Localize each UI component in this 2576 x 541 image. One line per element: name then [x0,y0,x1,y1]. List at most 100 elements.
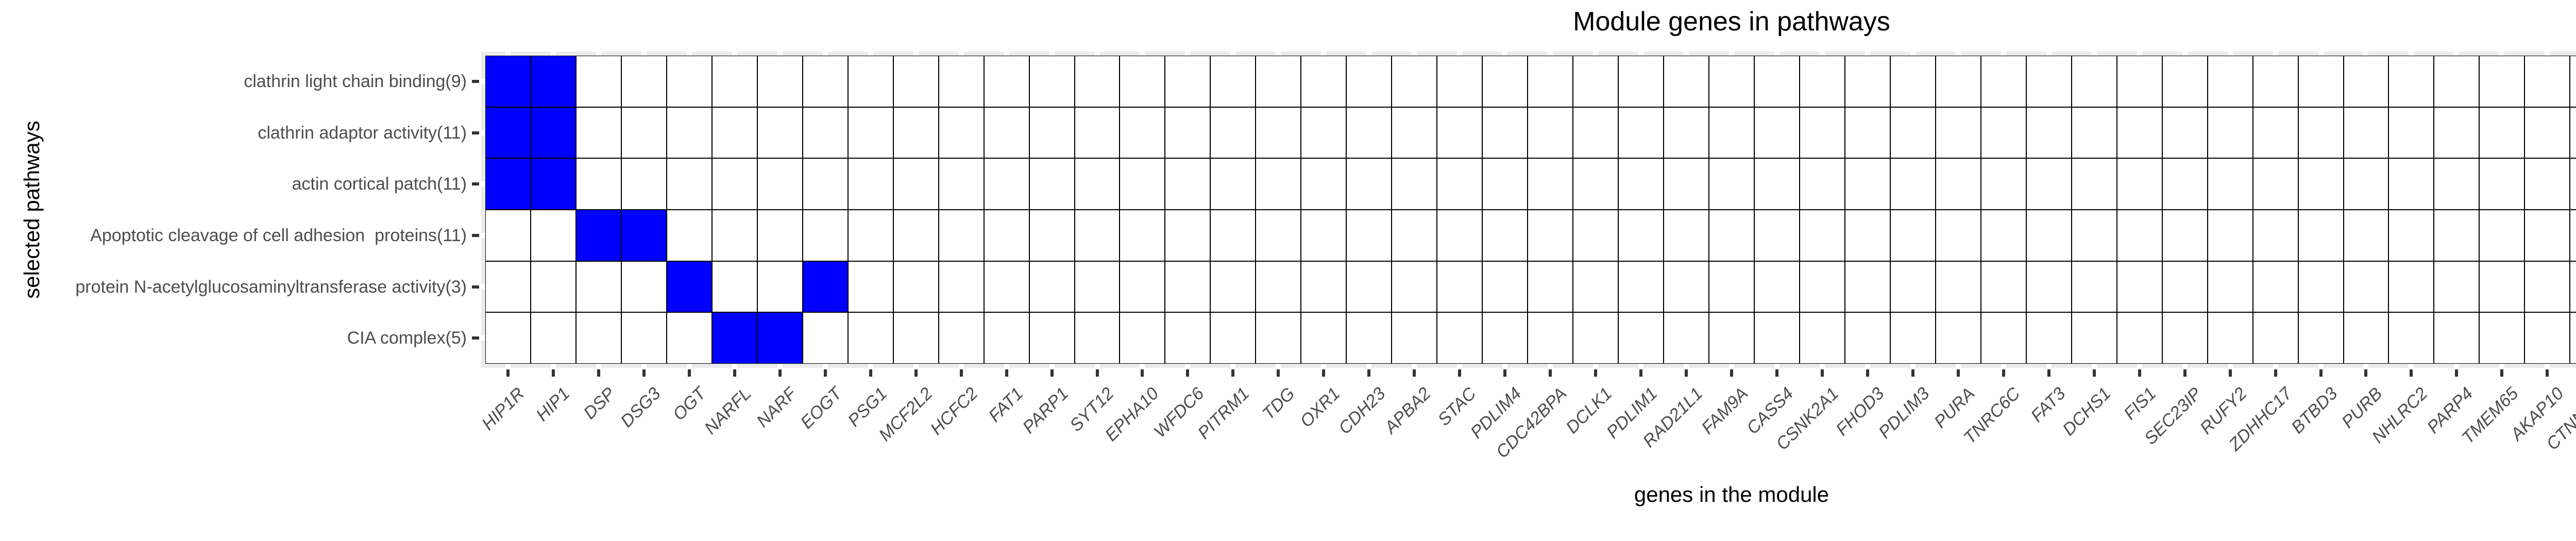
heatmap-cell [1165,158,1211,210]
heatmap-cell [1029,209,1075,261]
heatmap-cell [1120,107,1165,159]
heatmap-cell [938,312,984,364]
heatmap-cell [2388,312,2434,364]
x-tick-mark [2319,369,2323,377]
x-tick-mark [1549,369,1552,377]
heatmap-cell [1573,107,1619,159]
heatmap-cell [1165,107,1211,159]
heatmap-cell [1392,107,1437,159]
heatmap-cell [1301,158,1347,210]
heatmap-cell [1029,312,1075,364]
heatmap-cell [1482,261,1528,313]
heatmap-cell [1935,312,1981,364]
heatmap-cell [1664,209,1709,261]
heatmap-cell [621,209,667,261]
heatmap-cell [621,261,667,313]
heatmap-cell [2071,107,2117,159]
x-tick-mark [2047,369,2050,377]
y-axis-title: selected pathways [20,121,44,299]
heatmap-cell [2524,107,2570,159]
heatmap-cell [2388,56,2434,107]
heatmap-cell [2479,56,2525,107]
heatmap-cell [2570,56,2576,107]
heatmap-cell [2026,312,2072,364]
plot-title: Module genes in pathways [1573,7,1890,37]
heatmap-cell [666,261,712,313]
heatmap-cell [666,158,712,210]
heatmap-cell [893,56,939,107]
heatmap-cell [2570,261,2576,313]
y-axis-label-pathway: clathrin adaptor activity(11) [258,123,467,143]
heatmap-cell [485,312,531,364]
x-tick-mark [1639,369,1643,377]
heatmap-cell [1844,56,1890,107]
heatmap-cell [1573,209,1619,261]
heatmap-cell [2071,158,2117,210]
heatmap-cell [1844,261,1890,313]
heatmap-cell [984,158,1029,210]
heatmap-cell [1346,107,1392,159]
heatmap-cell [2524,158,2570,210]
y-tick-mark [472,285,479,289]
x-tick-mark [778,369,782,377]
heatmap-cell [2252,312,2298,364]
heatmap-cell [1890,312,1936,364]
heatmap-cell [2388,107,2434,159]
heatmap-cell [1799,312,1845,364]
heatmap-cell [2207,261,2253,313]
heatmap-cell [2116,56,2162,107]
heatmap-cell [2434,56,2480,107]
heatmap-cell [2162,261,2208,313]
heatmap-cell [1890,56,1936,107]
heatmap-cell [1754,158,1800,210]
heatmap-cell [2207,56,2253,107]
x-tick-mark [733,369,736,377]
heatmap-cell [1482,312,1528,364]
heatmap-cell [2026,56,2072,107]
heatmap-cell [530,158,576,210]
heatmap-cell [2298,261,2344,313]
x-tick-mark [2092,369,2096,377]
heatmap-cell [1935,158,1981,210]
heatmap-cell [2570,158,2576,210]
heatmap-cell [1165,312,1211,364]
heatmap-cell [2298,107,2344,159]
heatmap-cell [984,261,1029,313]
heatmap-cell [2207,312,2253,364]
x-tick-mark [1050,369,1054,377]
heatmap-cell [666,56,712,107]
x-tick-mark [1594,369,1598,377]
heatmap-cell [2298,312,2344,364]
heatmap-cell [1437,261,1483,313]
heatmap-cell [802,56,848,107]
heatmap-cell [2570,209,2576,261]
y-axis-label-pathway: actin cortical patch(11) [292,174,467,194]
heatmap-cell [938,158,984,210]
x-tick-mark [2183,369,2187,377]
heatmap-cell [575,209,621,261]
heatmap-cell [2479,158,2525,210]
heatmap-cell [1256,107,1301,159]
heatmap-cell [1074,158,1120,210]
heatmap-cell [2252,261,2298,313]
heatmap-cell [757,107,803,159]
heatmap-cell [1935,56,1981,107]
heatmap-cell [984,209,1029,261]
heatmap-cell [2162,209,2208,261]
heatmap-cell [1120,261,1165,313]
heatmap-cell [1709,158,1754,210]
heatmap-cell [1482,158,1528,210]
heatmap-cell [1482,209,1528,261]
x-tick-mark [1186,369,1190,377]
heatmap-cell [938,56,984,107]
heatmap-cell [575,312,621,364]
heatmap-cell [1437,158,1483,210]
heatmap-cell [1165,56,1211,107]
heatmap-cell [2343,107,2389,159]
heatmap-cell [2071,312,2117,364]
heatmap-cell [1392,209,1437,261]
heatmap-cell [2116,312,2162,364]
heatmap-cell [1120,209,1165,261]
x-tick-mark [1322,369,1326,377]
